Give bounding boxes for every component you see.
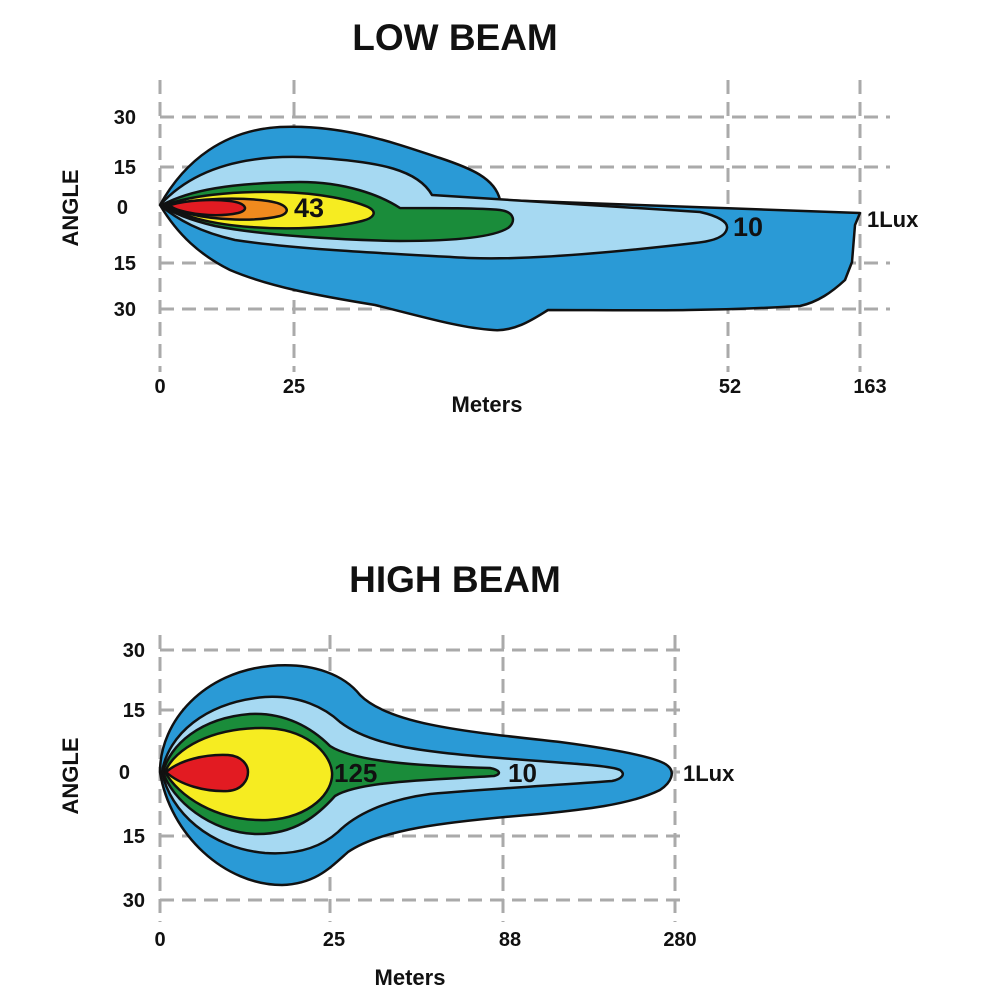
high-annotation-10: 10 <box>508 758 537 788</box>
high-annotation-1lux: 1Lux <box>683 761 735 786</box>
low-ytick-0: 0 <box>117 197 128 219</box>
low-xtick-163: 163 <box>853 376 886 398</box>
high-ytick-15-bottom: 15 <box>123 826 145 848</box>
low-annotation-1lux: 1Lux <box>867 207 919 232</box>
high-xtick-280: 280 <box>663 929 696 951</box>
high-ytick-30-top: 30 <box>123 640 145 662</box>
low-beam-chart: LOW BEAM 43 10 1Lux 30 15 0 15 30 0 <box>58 17 919 417</box>
low-xtick-0: 0 <box>154 376 165 398</box>
low-contour-max <box>168 198 247 217</box>
high-beam-title: HIGH BEAM <box>349 559 561 600</box>
high-xlabel: Meters <box>375 965 446 990</box>
low-ytick-30-bottom: 30 <box>114 299 136 321</box>
low-xlabel: Meters <box>452 392 523 417</box>
high-contour-max <box>164 753 250 793</box>
high-ytick-0: 0 <box>119 762 130 784</box>
low-ytick-30-top: 30 <box>114 107 136 129</box>
high-beam-chart: HIGH BEAM 125 10 1Lux 30 15 0 15 30 <box>58 559 735 990</box>
low-ytick-15-bottom: 15 <box>114 253 136 275</box>
low-ylabel: ANGLE <box>58 170 83 247</box>
low-xtick-52: 52 <box>719 376 741 398</box>
low-annotation-43: 43 <box>294 193 324 223</box>
high-xtick-25: 25 <box>323 929 345 951</box>
high-xtick-0: 0 <box>154 929 165 951</box>
low-annotation-10: 10 <box>733 212 763 242</box>
low-beam-title: LOW BEAM <box>352 17 558 58</box>
high-annotation-125: 125 <box>334 758 377 788</box>
high-ylabel: ANGLE <box>58 738 83 815</box>
high-xtick-88: 88 <box>499 929 521 951</box>
low-ytick-15-top: 15 <box>114 157 136 179</box>
low-xtick-25: 25 <box>283 376 305 398</box>
high-ytick-15-top: 15 <box>123 700 145 722</box>
high-ytick-30-bottom: 30 <box>123 890 145 912</box>
